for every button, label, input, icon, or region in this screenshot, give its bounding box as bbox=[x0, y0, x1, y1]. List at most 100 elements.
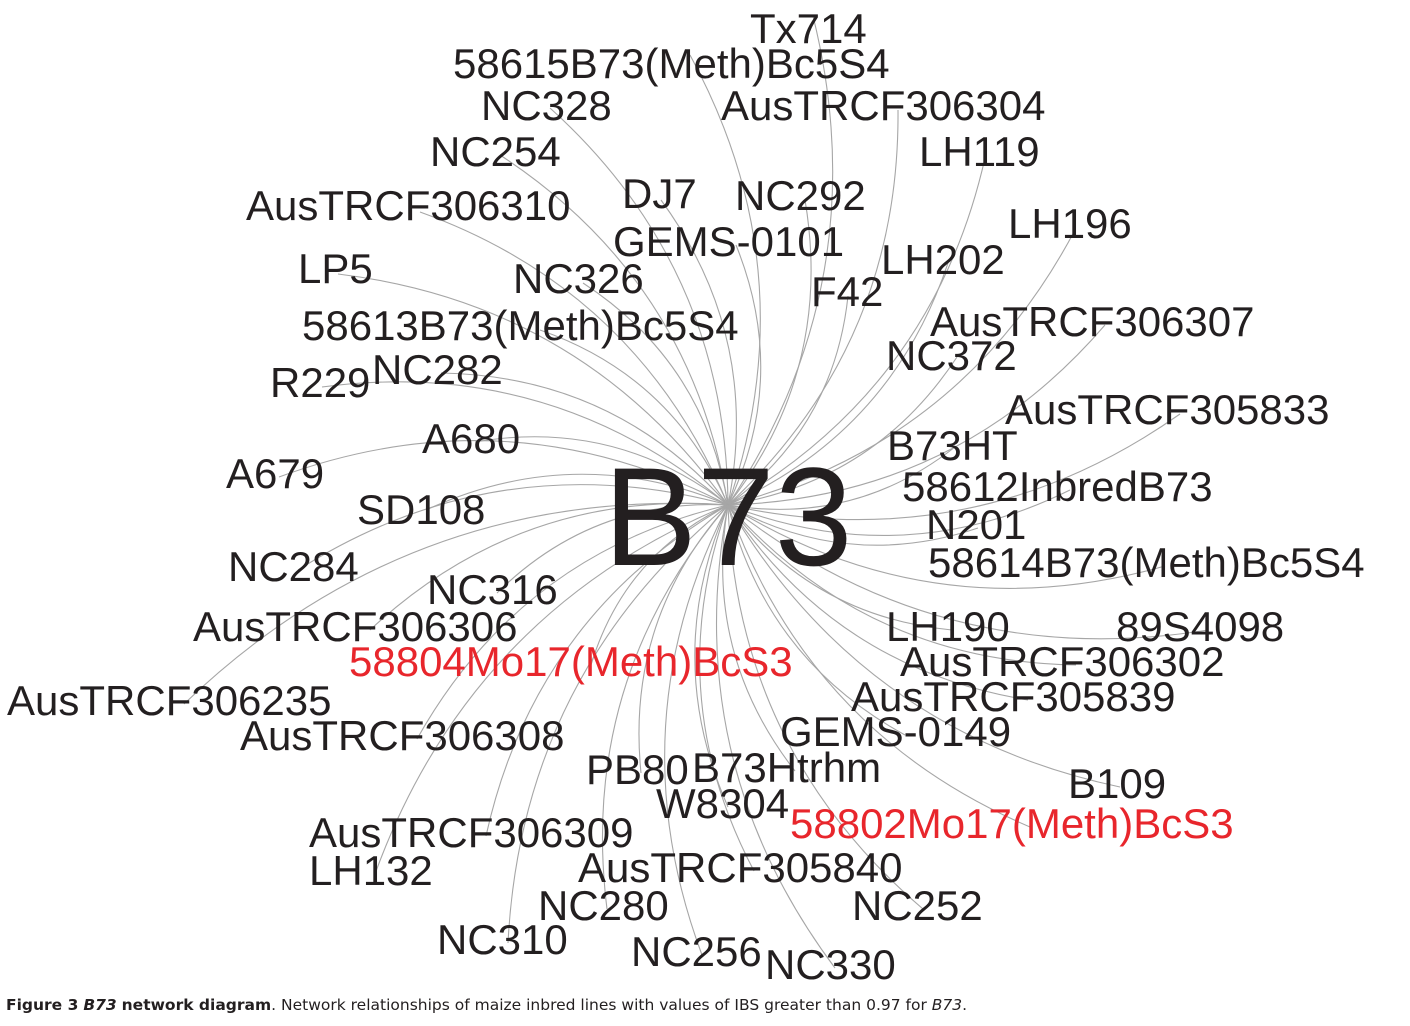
edge-sd108 bbox=[425, 473, 729, 511]
node-label-austrcf306304: AusTRCF306304 bbox=[721, 82, 1046, 129]
center-node-label: B73 bbox=[603, 438, 852, 595]
edge-nc282 bbox=[440, 372, 729, 506]
node-label-nc310: NC310 bbox=[437, 916, 568, 963]
edge-nc328 bbox=[549, 107, 729, 506]
edge-nc252 bbox=[727, 504, 924, 910]
edge-58613b73 bbox=[539, 329, 729, 506]
node-label-nc252: NC252 bbox=[852, 882, 983, 929]
node-label-nc328: NC328 bbox=[481, 82, 612, 129]
edge-lh132 bbox=[374, 504, 729, 875]
edge-58802mo17 bbox=[727, 504, 1031, 828]
edge-nc284 bbox=[297, 484, 729, 571]
edge-a679 bbox=[278, 440, 729, 506]
node-label-lh202: LH202 bbox=[881, 236, 1005, 283]
edge-b109 bbox=[727, 504, 1121, 788]
node-label-nc292: NC292 bbox=[735, 172, 866, 219]
node-label-b73ht: B73HT bbox=[887, 422, 1018, 469]
edge-58612inbredb73 bbox=[727, 489, 1071, 537]
caption-text-end: . bbox=[962, 996, 968, 1014]
node-label-gems0149: GEMS-0149 bbox=[780, 708, 1011, 755]
node-label-dj7: DJ7 bbox=[622, 170, 697, 217]
node-label-nc282: NC282 bbox=[372, 346, 503, 393]
node-label-austrcf306307: AusTRCF306307 bbox=[930, 298, 1255, 345]
node-label-nc280: NC280 bbox=[538, 882, 669, 929]
edge-58615b73 bbox=[689, 54, 761, 506]
node-label-b109: B109 bbox=[1068, 760, 1166, 807]
figure-caption: Figure 3 B73 network diagram. Network re… bbox=[6, 996, 1406, 1014]
node-label-austrcf306310: AusTRCF306310 bbox=[246, 182, 571, 229]
edge-nc254 bbox=[499, 154, 729, 506]
node-label-lh119: LH119 bbox=[919, 128, 1040, 175]
node-label-lh196: LH196 bbox=[1008, 200, 1132, 247]
edge-nc330 bbox=[716, 504, 836, 969]
node-label-pb80: PB80 bbox=[586, 746, 689, 793]
edge-b73htrhm bbox=[722, 504, 796, 772]
edge-89s4098 bbox=[727, 504, 1209, 640]
node-label-b73htrhm: B73Htrhm bbox=[692, 744, 881, 791]
node-label-a679: A679 bbox=[226, 450, 324, 497]
caption-title: network diagram bbox=[121, 996, 272, 1014]
node-label-a680: A680 bbox=[422, 415, 520, 462]
edge-dj7 bbox=[660, 199, 737, 506]
node-label-58612inbredb73: 58612InbredB73 bbox=[902, 463, 1213, 510]
node-label-austrcf306309: AusTRCF306309 bbox=[309, 809, 634, 856]
node-label-austrcf305840: AusTRCF305840 bbox=[578, 844, 903, 891]
edge-tx714 bbox=[727, 15, 834, 506]
edge-austrcf306309 bbox=[485, 504, 729, 837]
edge-lh190 bbox=[727, 504, 953, 631]
node-label-nc372: NC372 bbox=[886, 332, 1017, 379]
edge-austrcf306304 bbox=[727, 109, 899, 506]
edge-lh119 bbox=[727, 157, 986, 506]
edge-nc256 bbox=[664, 504, 729, 956]
caption-figure-label: Figure 3 bbox=[6, 996, 79, 1014]
edge-austrcf305839 bbox=[727, 504, 1029, 701]
node-label-58614b73: 58614B73(Meth)Bc5S4 bbox=[928, 539, 1365, 586]
node-label-austrcf305833: AusTRCF305833 bbox=[1005, 386, 1330, 433]
edge-58804mo17 bbox=[590, 504, 729, 666]
node-label-89s4098: 89S4098 bbox=[1116, 603, 1284, 650]
edge-r229 bbox=[321, 381, 729, 506]
edge-austrcf305833 bbox=[727, 413, 1181, 521]
edge-gems0101 bbox=[727, 244, 762, 506]
node-label-nc254: NC254 bbox=[430, 128, 561, 175]
node-label-lp5: LP5 bbox=[298, 245, 373, 292]
caption-title-italic: B73 bbox=[83, 996, 117, 1014]
node-label-austrcf305839: AusTRCF305839 bbox=[851, 673, 1176, 720]
node-label-w8304: W8304 bbox=[656, 780, 789, 827]
node-label-58613b73: 58613B73(Meth)Bc5S4 bbox=[302, 302, 739, 349]
node-label-tx714: Tx714 bbox=[750, 5, 867, 52]
caption-text: . Network relationships of maize inbred … bbox=[271, 996, 932, 1014]
node-label-n201: N201 bbox=[926, 501, 1026, 548]
edge-austrcf306302 bbox=[727, 504, 1077, 666]
node-label-58804mo17: 58804Mo17(Meth)BcS3 bbox=[349, 638, 793, 685]
node-label-lh190: LH190 bbox=[886, 603, 1010, 650]
edge-lp5 bbox=[337, 273, 729, 506]
edge-58614b73 bbox=[727, 504, 1166, 589]
node-label-nc316: NC316 bbox=[427, 566, 558, 613]
caption-text-italic: B73 bbox=[931, 996, 963, 1014]
edge-nc316 bbox=[496, 504, 729, 594]
node-label-nc326: NC326 bbox=[513, 255, 644, 302]
edge-lh202 bbox=[727, 262, 949, 506]
edge-b73ht bbox=[727, 446, 956, 510]
edge-nc292 bbox=[727, 199, 812, 506]
edge-f42 bbox=[727, 295, 849, 506]
edge-austrcf306235 bbox=[183, 502, 729, 705]
node-label-lh132: LH132 bbox=[309, 847, 433, 894]
node-label-sd108: SD108 bbox=[357, 486, 485, 533]
network-edges bbox=[183, 15, 1209, 969]
edge-gems0149 bbox=[727, 504, 906, 736]
edge-nc280 bbox=[602, 504, 729, 910]
node-label-r229: R229 bbox=[270, 359, 370, 406]
node-label-austrcf306302: AusTRCF306302 bbox=[900, 638, 1225, 685]
edge-austrcf305840 bbox=[699, 504, 755, 872]
edge-nc372 bbox=[727, 356, 958, 506]
edge-austrcf306308 bbox=[416, 504, 729, 740]
edge-nc310 bbox=[507, 504, 729, 944]
node-label-austrcf306308: AusTRCF306308 bbox=[240, 712, 565, 759]
node-label-austrcf306235: AusTRCF306235 bbox=[7, 677, 332, 724]
edge-austrcf306307 bbox=[727, 324, 1106, 506]
node-label-nc256: NC256 bbox=[631, 928, 762, 975]
